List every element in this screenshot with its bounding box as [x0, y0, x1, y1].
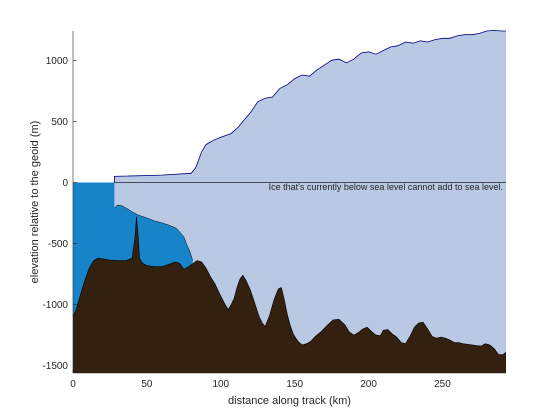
- x-tick-label: 150: [286, 379, 303, 390]
- x-tick-label: 250: [434, 379, 451, 390]
- bedrock-area: [73, 216, 506, 373]
- annotation-text: Ice that's currently below sea level can…: [269, 182, 503, 192]
- y-axis-label: elevation relative to the geoid (m): [29, 121, 41, 284]
- axes: 0 50 100 150 200 250 -1500 -1000 -500 0 500 1000: [42, 31, 506, 390]
- x-tick-label: 100: [212, 379, 229, 390]
- ice-base-line: [114, 204, 193, 261]
- plot-area: [72, 29, 507, 373]
- y-tick-label: -500: [48, 239, 68, 250]
- ice-sheet-area: [114, 30, 507, 355]
- ice-surface-line: [114, 29, 506, 183]
- y-tick-label: -1000: [42, 300, 68, 311]
- x-tick-label: 200: [360, 379, 377, 390]
- x-tick-label: 0: [70, 379, 76, 390]
- below-sea-level-area: [73, 182, 193, 317]
- y-tick-label: -1500: [42, 361, 68, 372]
- y-tick-label: 500: [51, 117, 68, 128]
- y-tick-label: 1000: [46, 56, 69, 67]
- y-tick-label: 0: [62, 178, 68, 189]
- x-axis-label: distance along track (km): [228, 395, 351, 407]
- x-tick-label: 50: [141, 379, 153, 390]
- bed-line: [72, 216, 507, 355]
